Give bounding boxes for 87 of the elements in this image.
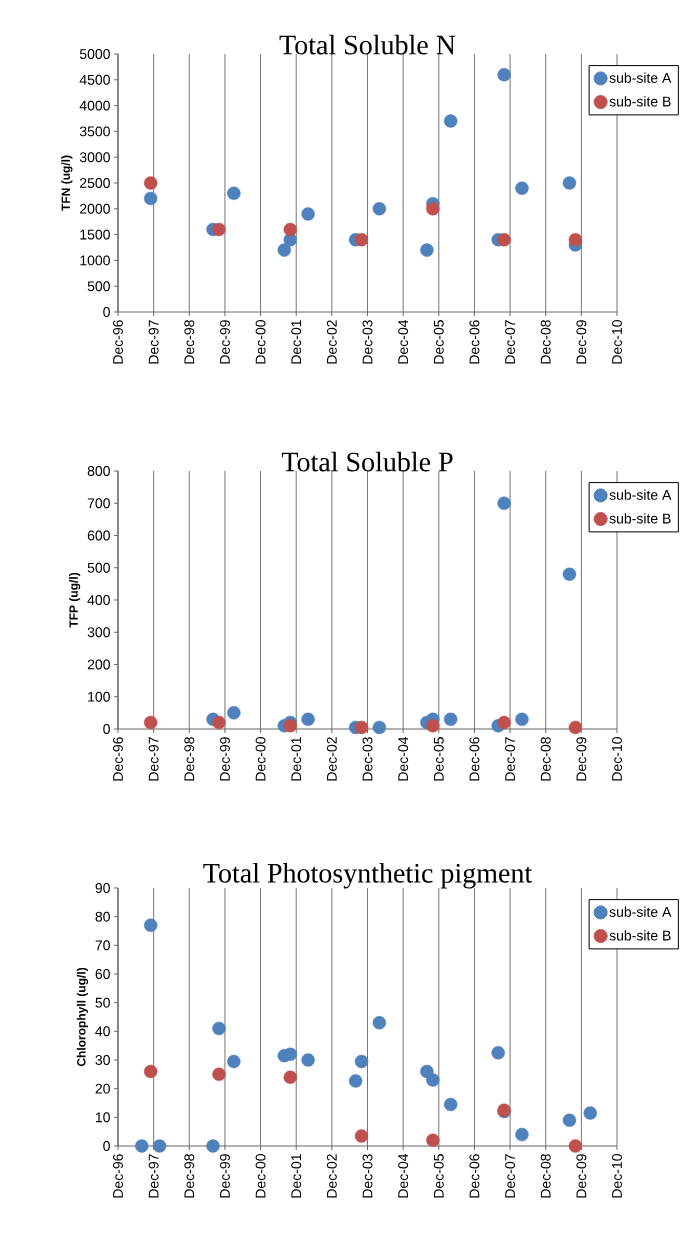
x-tick-label: Dec-05 xyxy=(433,320,444,364)
x-tick-label: Dec-04 xyxy=(398,319,409,364)
y-tick-label: 3500 xyxy=(79,126,110,137)
legend-label: sub-site A xyxy=(609,72,672,83)
x-tick-label: Dec-97 xyxy=(148,1154,159,1198)
x-tick-label: Dec-99 xyxy=(219,320,230,364)
x-tick-label: Dec-03 xyxy=(362,1154,373,1198)
x-tick-label: Dec-10 xyxy=(612,320,622,364)
y-tick-label: 5000 xyxy=(79,49,110,59)
y-tick-label: 3000 xyxy=(79,152,110,163)
x-tick-label: Dec-09 xyxy=(576,1154,587,1198)
x-tick-label: Dec-97 xyxy=(148,737,159,781)
y-tick-label: 50 xyxy=(95,997,110,1008)
y-tick-label: 500 xyxy=(87,562,110,573)
y-tick-label: 40 xyxy=(95,1026,110,1037)
x-tick-label: Dec-02 xyxy=(326,320,337,364)
x-tick-label: Dec-03 xyxy=(362,737,373,781)
x-tick-label: Dec-96 xyxy=(113,737,123,781)
y-tick-label: 200 xyxy=(87,659,110,670)
x-tick-label: Dec-98 xyxy=(184,737,195,781)
x-tick-label: Dec-98 xyxy=(184,320,195,364)
legend-label: sub-site B xyxy=(609,513,671,524)
x-tick-label: Dec-96 xyxy=(113,320,123,364)
legend-label: sub-site B xyxy=(609,96,671,107)
y-tick-label: 90 xyxy=(95,883,110,893)
x-tick-label: Dec-01 xyxy=(291,1154,302,1198)
x-tick-label: Dec-96 xyxy=(113,1154,123,1198)
y-tick-label: 700 xyxy=(87,498,110,509)
y-tick-label: 80 xyxy=(95,911,110,922)
x-tick-label: Dec-04 xyxy=(398,736,409,781)
y-tick-label: 70 xyxy=(95,940,110,951)
y-axis-title: TFN (ug/l) xyxy=(61,155,73,211)
y-tick-label: 600 xyxy=(87,530,110,541)
y-tick-label: 0 xyxy=(103,1141,110,1151)
y-tick-label: 2500 xyxy=(80,178,110,188)
y-tick-label: 300 xyxy=(87,627,110,638)
legend-label: sub-site B xyxy=(609,930,671,941)
chart-title: Total Soluble N xyxy=(279,34,456,55)
y-tick-label: 4000 xyxy=(79,100,110,111)
x-tick-label: Dec-08 xyxy=(540,320,551,364)
x-tick-label: Dec-97 xyxy=(148,320,159,364)
chart-title: Total Photosynthetic pigment xyxy=(203,863,533,889)
legend-label: sub-site A xyxy=(609,489,672,500)
x-tick-label: Dec-08 xyxy=(540,1154,551,1198)
y-tick-label: 1500 xyxy=(80,229,110,240)
x-tick-label: Dec-07 xyxy=(505,320,516,364)
y-tick-label: 30 xyxy=(95,1055,110,1065)
y-tick-label: 100 xyxy=(88,691,110,702)
x-tick-label: Dec-09 xyxy=(576,737,587,781)
y-tick-label: 0 xyxy=(103,307,110,317)
y-tick-label: 400 xyxy=(87,595,110,605)
y-tick-label: 20 xyxy=(95,1083,110,1094)
x-tick-label: Dec-03 xyxy=(362,320,373,364)
x-tick-label: Dec-10 xyxy=(612,1154,622,1198)
y-tick-label: 4500 xyxy=(79,74,110,85)
x-tick-label: Dec-10 xyxy=(612,737,622,781)
x-tick-label: Dec-06 xyxy=(469,737,480,781)
y-tick-label: 60 xyxy=(95,969,110,979)
x-tick-label: Dec-05 xyxy=(433,1154,444,1198)
x-tick-label: Dec-01 xyxy=(291,737,302,781)
x-tick-label: Dec-00 xyxy=(255,737,266,781)
chart-title: Total Soluble P xyxy=(281,451,453,472)
y-axis-title: TFP (ug/l) xyxy=(69,572,81,628)
y-tick-label: 1000 xyxy=(80,255,110,266)
x-tick-label: Dec-02 xyxy=(326,737,337,781)
x-tick-label: Dec-04 xyxy=(398,1153,409,1198)
y-tick-label: 500 xyxy=(87,281,110,292)
x-tick-label: Dec-02 xyxy=(326,1154,337,1198)
y-tick-label: 10 xyxy=(95,1112,110,1123)
x-tick-label: Dec-06 xyxy=(469,1154,480,1198)
x-tick-label: Dec-00 xyxy=(255,320,266,364)
x-tick-label: Dec-00 xyxy=(255,1154,266,1198)
x-tick-label: Dec-99 xyxy=(219,737,230,781)
x-tick-label: Dec-06 xyxy=(469,320,480,364)
y-tick-label: 800 xyxy=(87,466,110,476)
x-tick-label: Dec-07 xyxy=(505,1154,516,1198)
x-tick-label: Dec-99 xyxy=(219,1154,230,1198)
x-tick-label: Dec-01 xyxy=(291,320,302,364)
legend-label: sub-site A xyxy=(609,906,672,917)
x-tick-label: Dec-07 xyxy=(505,737,516,781)
x-tick-label: Dec-08 xyxy=(540,737,551,781)
x-tick-label: Dec-09 xyxy=(576,320,587,364)
y-tick-label: 0 xyxy=(103,724,110,734)
x-tick-label: Dec-98 xyxy=(184,1154,195,1198)
y-tick-label: 2000 xyxy=(80,203,110,214)
x-tick-label: Dec-05 xyxy=(433,737,444,781)
y-axis-title: Chlorophyll (ug/l) xyxy=(76,967,89,1067)
